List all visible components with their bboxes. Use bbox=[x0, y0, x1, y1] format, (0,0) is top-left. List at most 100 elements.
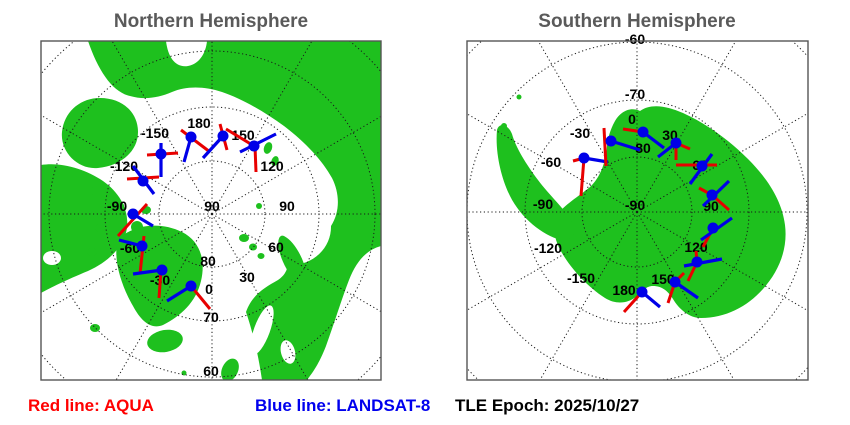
sea-bothnia bbox=[250, 305, 274, 355]
grid-label: 80 bbox=[200, 253, 216, 269]
satellite-marker bbox=[166, 280, 212, 310]
grid-label: -30 bbox=[570, 125, 590, 141]
aqua-track-segment bbox=[579, 157, 586, 197]
land-arctic-island bbox=[95, 224, 105, 232]
satellite-marker bbox=[657, 137, 691, 160]
grid-label: -70 bbox=[625, 86, 645, 102]
grid-label: 120 bbox=[260, 158, 284, 174]
grid-label: 180 bbox=[612, 282, 636, 298]
legend: Red line: AQUA Blue line: LANDSAT-8 TLE … bbox=[28, 396, 639, 415]
satellite-marker bbox=[225, 127, 277, 173]
grid-label: -150 bbox=[141, 125, 169, 141]
sea-hudson bbox=[43, 251, 61, 265]
south-graticule bbox=[467, 41, 808, 380]
land-antarctica bbox=[554, 106, 786, 318]
satellite-position-dot bbox=[127, 208, 139, 220]
satellite-position-dot bbox=[637, 126, 649, 138]
satellite-marker bbox=[132, 264, 168, 299]
land-severnaya bbox=[271, 156, 279, 166]
north-map-title: Northern Hemisphere bbox=[114, 11, 308, 32]
south-map-title: Southern Hemisphere bbox=[538, 11, 735, 32]
satellite-position-dot bbox=[605, 135, 617, 147]
legend-landsat: Blue line: LANDSAT-8 bbox=[255, 396, 430, 415]
grid-label: 80 bbox=[635, 140, 651, 156]
grid-label: 120 bbox=[684, 239, 708, 255]
satellite-position-dot bbox=[636, 286, 648, 298]
satellite-position-dot bbox=[155, 148, 167, 160]
land-eurasia bbox=[88, 41, 381, 380]
longitude-radial bbox=[636, 211, 735, 380]
longitude-radial bbox=[211, 41, 313, 215]
latitude-ring bbox=[581, 156, 693, 268]
longitude-radial bbox=[41, 213, 213, 314]
land-arctic-island bbox=[91, 186, 103, 196]
longitude-radial bbox=[636, 211, 808, 312]
latitude-ring bbox=[158, 160, 266, 268]
longitude-radial bbox=[115, 213, 213, 380]
satellite-marker bbox=[700, 216, 733, 248]
satellite-marker bbox=[602, 127, 641, 167]
longitude-radial bbox=[636, 41, 737, 213]
grid-label: 0 bbox=[628, 111, 636, 127]
land-severnaya bbox=[263, 142, 273, 154]
longitude-radial bbox=[211, 115, 381, 215]
land-svalbard bbox=[239, 234, 249, 242]
satellite-position-dot bbox=[248, 140, 260, 152]
longitude-radial bbox=[211, 213, 309, 380]
land-iceland bbox=[147, 329, 183, 353]
north-map-border bbox=[40, 40, 382, 381]
south-hemisphere-map: -60-7080-900-3030-6060-9090-120120-15015… bbox=[466, 31, 809, 381]
grid-label: -90 bbox=[107, 198, 127, 214]
latitude-ring bbox=[467, 41, 808, 380]
sea-barents bbox=[251, 189, 331, 265]
longitude-radial bbox=[636, 112, 808, 213]
latitude-ring bbox=[48, 50, 376, 378]
satellite-marker bbox=[146, 143, 179, 177]
satellite-marker bbox=[116, 202, 154, 238]
land-svalbard bbox=[249, 243, 257, 251]
north-satellite-markers bbox=[116, 123, 277, 310]
south-satellite-markers bbox=[572, 126, 733, 314]
grid-label: 70 bbox=[203, 309, 219, 325]
longitude-radial bbox=[537, 41, 638, 213]
grid-label: -120 bbox=[534, 240, 562, 256]
satellite-position-dot bbox=[217, 130, 229, 142]
satellite-position-dot bbox=[136, 240, 148, 252]
satellite-position-dot bbox=[706, 189, 718, 201]
land-north-america bbox=[41, 164, 128, 293]
satellite-position-dot bbox=[669, 276, 681, 288]
satellite-marker bbox=[676, 153, 717, 185]
satellite-position-dot bbox=[137, 175, 149, 187]
grid-label: 0 bbox=[205, 281, 213, 297]
north-landmasses bbox=[41, 41, 381, 380]
grid-label: -120 bbox=[110, 158, 138, 174]
land-novaya-zemlya bbox=[278, 235, 305, 281]
grid-label: 150 bbox=[651, 271, 675, 287]
land-peninsula-island bbox=[516, 94, 522, 100]
grid-label: 30 bbox=[239, 269, 255, 285]
satellite-marker bbox=[180, 128, 211, 163]
satellite-marker bbox=[683, 250, 723, 282]
satellite-marker bbox=[698, 179, 731, 212]
aqua-track-segment bbox=[116, 202, 149, 238]
satellite-position-dot bbox=[156, 264, 168, 276]
grid-label: 60 bbox=[203, 363, 219, 379]
longitude-radial bbox=[111, 41, 213, 215]
grid-label: 60 bbox=[268, 239, 284, 255]
north-graticule bbox=[41, 41, 381, 380]
land-alaska bbox=[61, 98, 138, 169]
aqua-track-segment bbox=[602, 127, 608, 167]
land-britain bbox=[221, 358, 239, 380]
land-peninsula-island bbox=[501, 123, 507, 129]
grid-label: -90 bbox=[533, 196, 553, 212]
satellite-marker bbox=[118, 235, 148, 275]
longitude-radial bbox=[539, 211, 638, 380]
longitude-radial bbox=[467, 113, 638, 213]
south-map-border bbox=[466, 40, 809, 381]
satellite-position-dot bbox=[670, 137, 682, 149]
satellite-position-dot bbox=[691, 256, 703, 268]
satellite-position-dot bbox=[696, 160, 708, 172]
satellite-marker bbox=[126, 165, 160, 195]
satellite-position-dot bbox=[707, 222, 719, 234]
legend-tle-epoch: TLE Epoch: 2025/10/27 bbox=[455, 396, 639, 415]
